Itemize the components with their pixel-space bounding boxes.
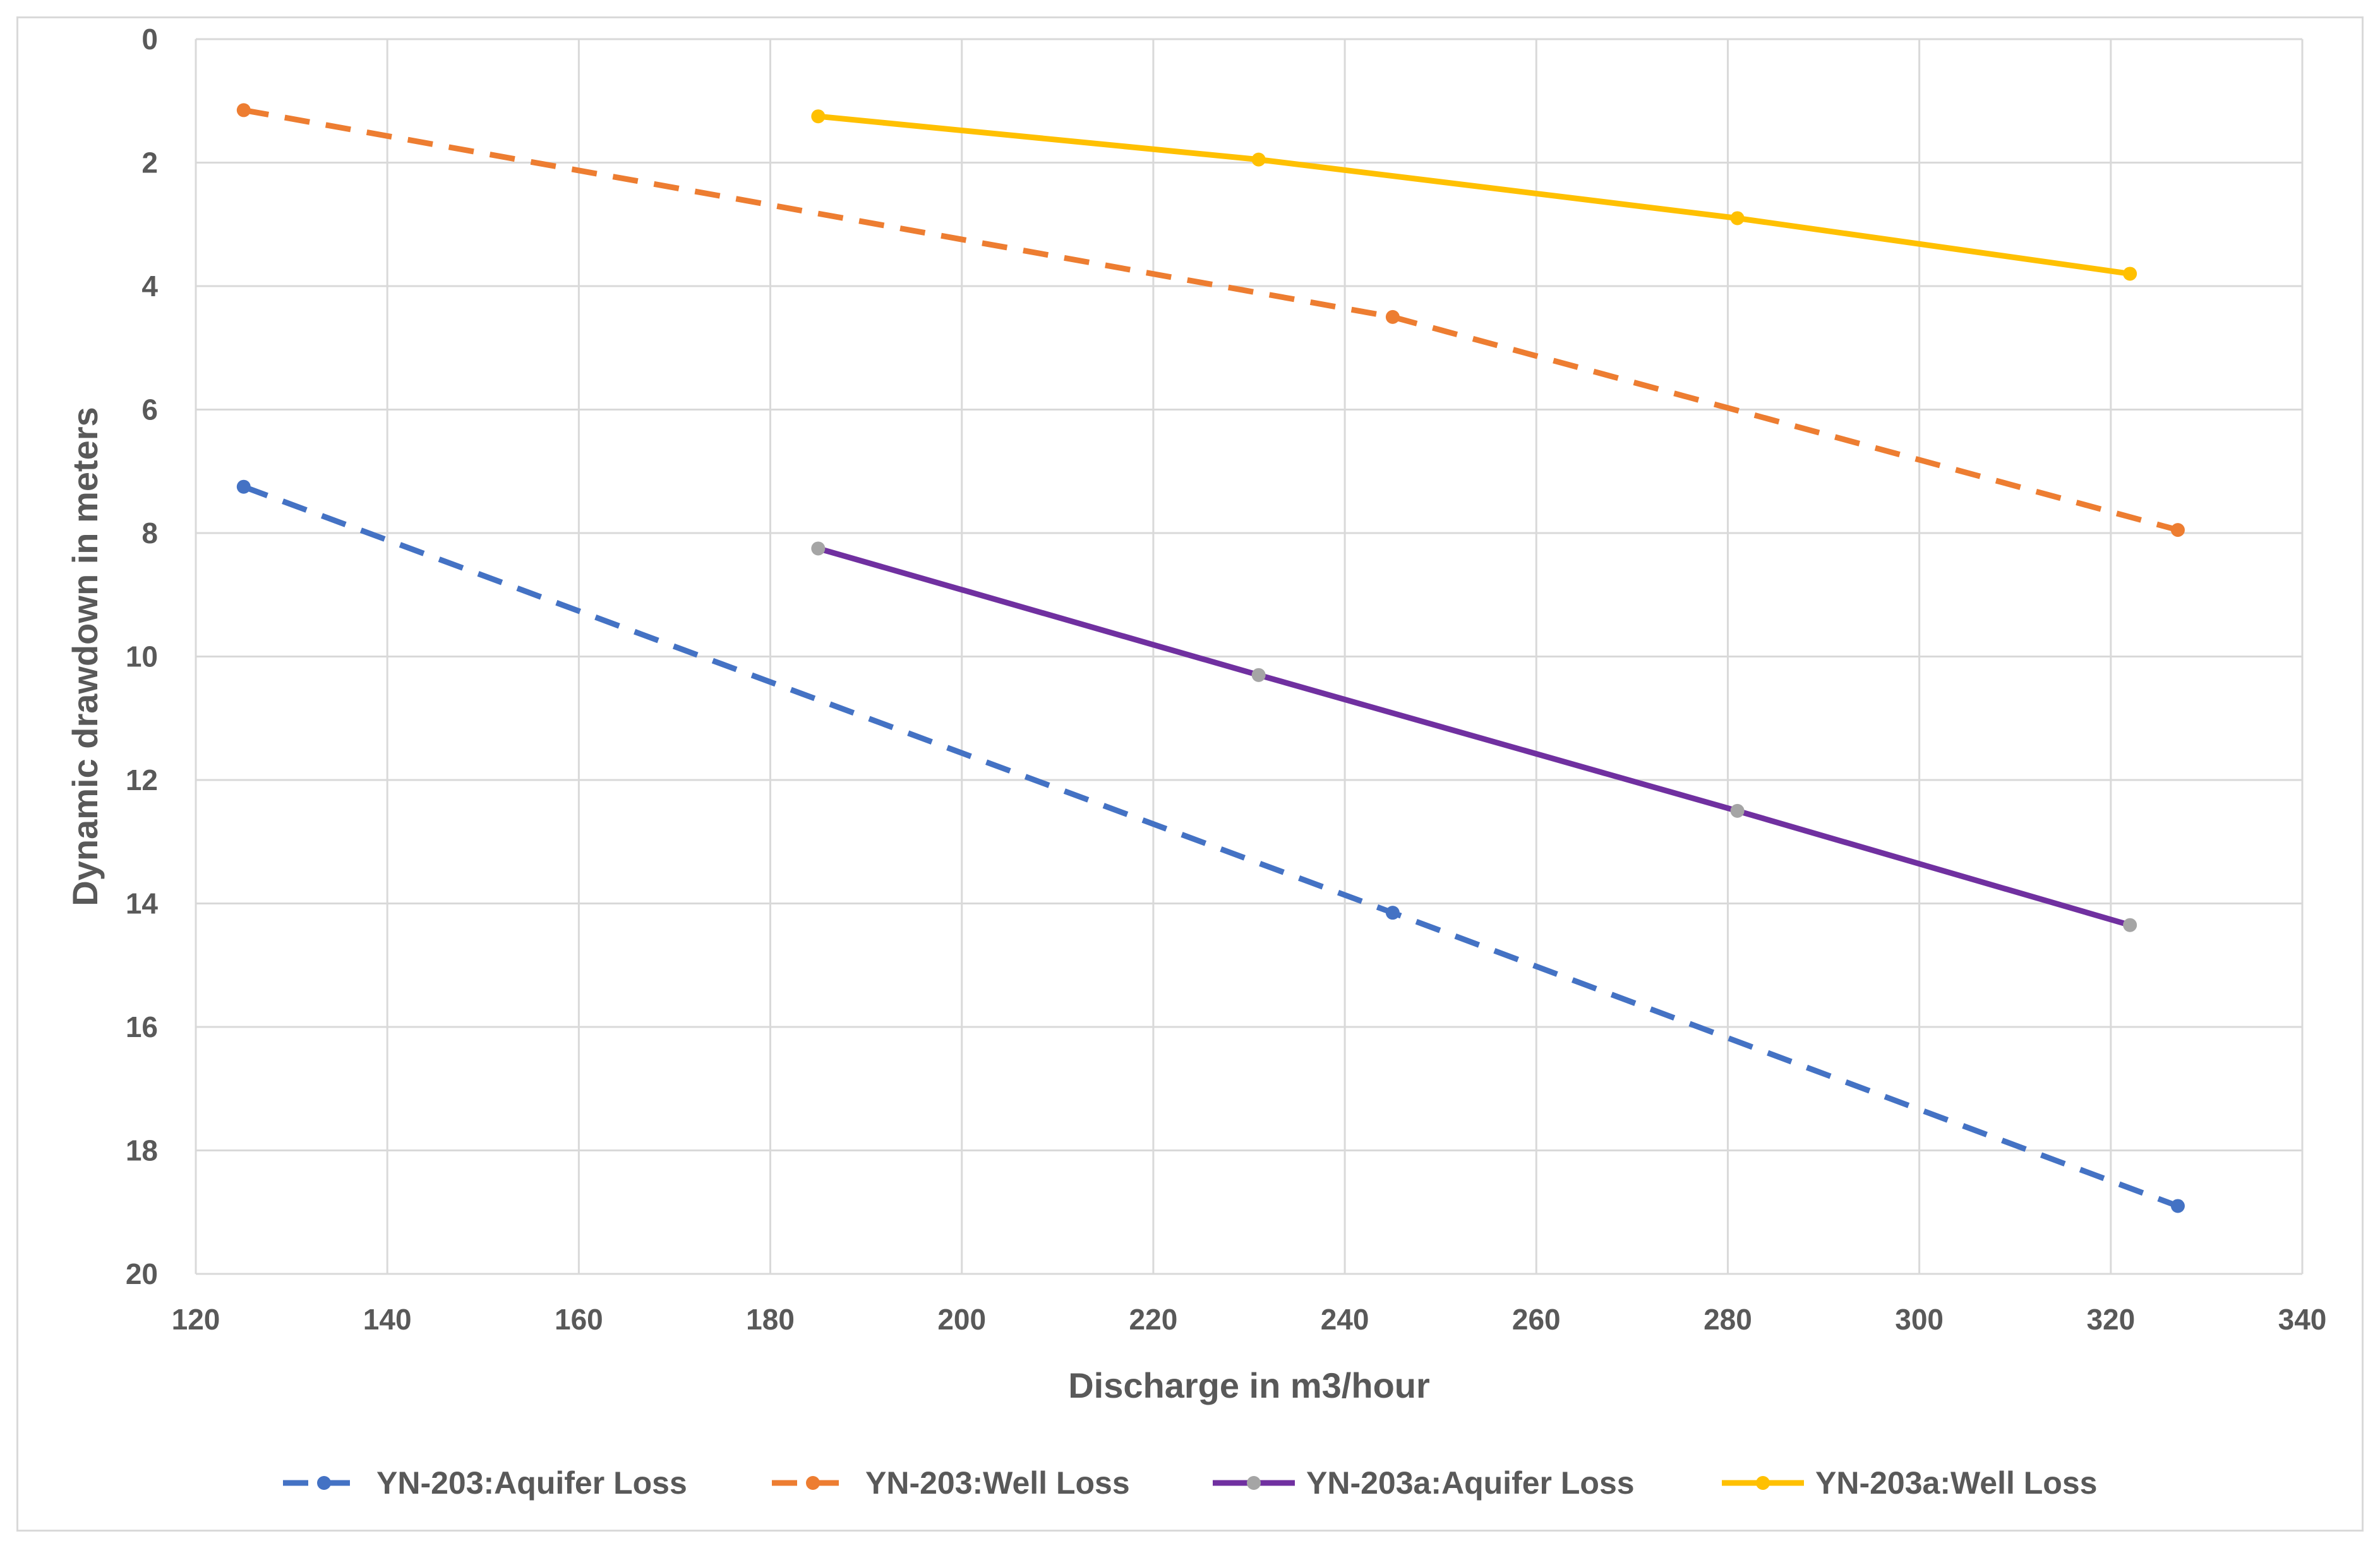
y-tick-label: 8 [141,517,158,549]
y-tick-label: 4 [141,270,158,303]
legend-label: YN-203:Aquifer Loss [376,1465,687,1501]
series-yn-203-well-loss [236,103,2185,537]
legend-item: YN-203a:Aquifer Loss [1213,1465,1635,1501]
x-tick-label: 140 [363,1303,412,1336]
x-tick-label: 200 [937,1303,986,1336]
data-point [236,479,251,494]
data-point [1385,309,1400,324]
x-tick-label: 280 [1704,1303,1752,1336]
legend-key-marker [1756,1476,1770,1490]
grid [195,38,2304,1275]
x-tick-label: 220 [1129,1303,1178,1336]
legend-label: YN-203:Well Loss [865,1465,1130,1501]
x-axis-title: Discharge in m3/hour [1068,1365,1430,1405]
data-point [236,103,251,117]
legend-item: YN-203a:Well Loss [1722,1465,2097,1501]
series-line [243,107,2179,533]
chart-frame [16,16,2364,1532]
data-point [2170,1199,2185,1213]
x-tick-label: 240 [1321,1303,1369,1336]
series-yn-203a-aquifer-loss [811,541,2137,932]
legend-key-marker [317,1476,331,1490]
legend-key-marker [1247,1476,1261,1490]
series-yn-203-aquifer-loss [236,479,2185,1213]
data-point [2170,523,2185,537]
x-tick-label: 160 [555,1303,603,1336]
y-tick-label: 0 [141,23,158,56]
legend-item: YN-203:Well Loss [772,1465,1130,1501]
x-tick-label: 120 [172,1303,220,1336]
x-tick-label: 320 [2086,1303,2135,1336]
legend-label: YN-203a:Aquifer Loss [1306,1465,1635,1501]
y-tick-label: 20 [126,1257,158,1290]
data-point [1730,803,1745,818]
y-tick-label: 2 [141,147,158,179]
y-tick-label: 14 [126,887,159,920]
data-point [2123,267,2137,281]
data-point [1385,906,1400,920]
y-axis-title: Dynamic drawdown in meters [65,407,105,906]
legend-item: YN-203:Aquifer Loss [283,1465,687,1501]
axis-ticks: 0 2 4 6 8 10 12 14 16 18 20 120 140 160 180 200 220 240 26… [126,23,2327,1336]
data-point [811,541,826,556]
data-point [1251,152,1266,167]
x-tick-label: 180 [746,1303,795,1336]
y-tick-label: 12 [126,764,158,796]
data-point [811,109,826,124]
x-tick-label: 340 [2278,1303,2327,1336]
y-tick-label: 18 [126,1134,158,1167]
plot-area [236,103,2185,1213]
data-point [1251,668,1266,682]
y-tick-label: 16 [126,1011,158,1043]
x-tick-label: 300 [1895,1303,1944,1336]
series-line [817,546,2131,928]
series-yn-203a-well-loss [811,109,2137,281]
data-point [2123,918,2137,932]
y-tick-label: 6 [141,393,158,426]
data-point [1730,211,1745,225]
x-tick-label: 260 [1512,1303,1561,1336]
legend: YN-203:Aquifer Loss YN-203:Well Loss YN-20… [283,1465,2097,1501]
legend-label: YN-203a:Well Loss [1815,1465,2097,1501]
series-line [243,484,2179,1209]
series-line [817,113,2131,277]
y-tick-label: 10 [126,640,158,673]
legend-key-marker [806,1476,820,1490]
